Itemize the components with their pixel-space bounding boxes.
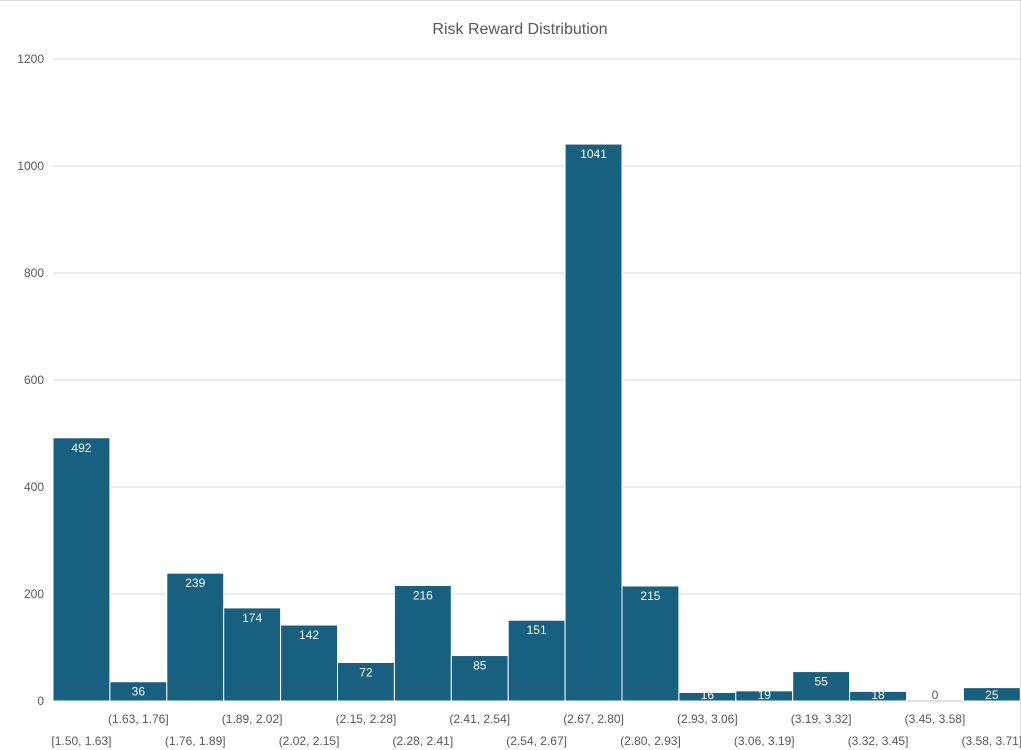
x-tick-label: (2.80, 2.93] <box>620 734 681 748</box>
y-tick-label: 1000 <box>17 159 44 173</box>
x-tick-label: (2.15, 2.28] <box>336 712 397 726</box>
histogram-bar <box>166 572 225 702</box>
histogram-bar <box>450 655 509 702</box>
x-tick-label: (3.58, 3.71] <box>961 734 1021 748</box>
x-axis-ticks: [1.50, 1.63] (1.63, 1.76] (1.76, 1.89] (1.8… <box>51 712 1021 748</box>
x-tick-label: (3.45, 3.58] <box>905 712 966 726</box>
bar-value-label: 25 <box>985 688 999 702</box>
x-tick-label: (3.19, 3.32] <box>791 712 852 726</box>
histogram-bar <box>621 585 680 702</box>
bar-value-label: 215 <box>640 589 660 603</box>
y-tick-label: 1200 <box>17 52 44 66</box>
histogram-bar <box>337 661 395 702</box>
histogram-bar <box>564 143 623 702</box>
x-tick-label: (1.63, 1.76] <box>108 712 169 726</box>
x-tick-label: (2.02, 2.15] <box>279 734 340 748</box>
bar-value-label: 151 <box>527 623 547 637</box>
bar-value-label: 19 <box>758 688 772 702</box>
x-tick-label: (3.06, 3.19] <box>734 734 795 748</box>
histogram-bar <box>849 690 907 702</box>
bar-value-label: 72 <box>359 665 373 679</box>
histogram-bar <box>52 437 111 702</box>
x-tick-label: (2.67, 2.80] <box>563 712 624 726</box>
x-tick-label: (3.32, 3.45] <box>848 734 909 748</box>
y-tick-label: 600 <box>24 373 44 387</box>
histogram-bar <box>962 687 1021 702</box>
bar-value-label: 142 <box>299 628 319 642</box>
x-tick-label: [1.50, 1.63] <box>51 734 111 748</box>
y-tick-label: 800 <box>24 266 44 280</box>
x-tick-label: (2.93, 3.06] <box>677 712 738 726</box>
histogram-bar <box>223 607 282 702</box>
histogram-bar <box>792 671 851 702</box>
y-tick-label: 0 <box>37 694 44 708</box>
bar-value-label: 1041 <box>580 147 607 161</box>
x-tick-label: (2.28, 2.41] <box>392 734 453 748</box>
y-tick-label: 200 <box>24 587 44 601</box>
histogram-bar <box>393 584 452 702</box>
bar-value-label: 55 <box>814 675 828 689</box>
data-labels: 492 36 239 174 142 72 216 85 151 1041 215 16 19 55 18 0… <box>71 147 998 702</box>
bar-value-label: 16 <box>701 688 715 702</box>
bar-value-label: 239 <box>185 576 205 590</box>
chart-title: Risk Reward Distribution <box>432 21 608 38</box>
y-tick-label: 400 <box>24 480 44 494</box>
x-tick-label: (2.41, 2.54] <box>449 712 510 726</box>
bar-value-label: 0 <box>932 688 939 702</box>
y-axis-ticks: 0 200 400 600 800 1000 1200 <box>17 52 44 708</box>
bar-value-label: 85 <box>473 659 487 673</box>
x-tick-label: (2.54, 2.67] <box>506 734 567 748</box>
bar-value-label: 18 <box>871 688 885 702</box>
bar-value-label: 36 <box>132 685 146 699</box>
bar-value-label: 174 <box>242 611 262 625</box>
bar-value-label: 216 <box>413 588 433 602</box>
x-tick-label: (1.89, 2.02] <box>222 712 283 726</box>
bars <box>52 143 1021 702</box>
bar-value-label: 492 <box>71 441 91 455</box>
histogram-bar <box>280 624 339 702</box>
histogram-bar <box>507 619 566 702</box>
x-tick-label: (1.76, 1.89] <box>165 734 226 748</box>
